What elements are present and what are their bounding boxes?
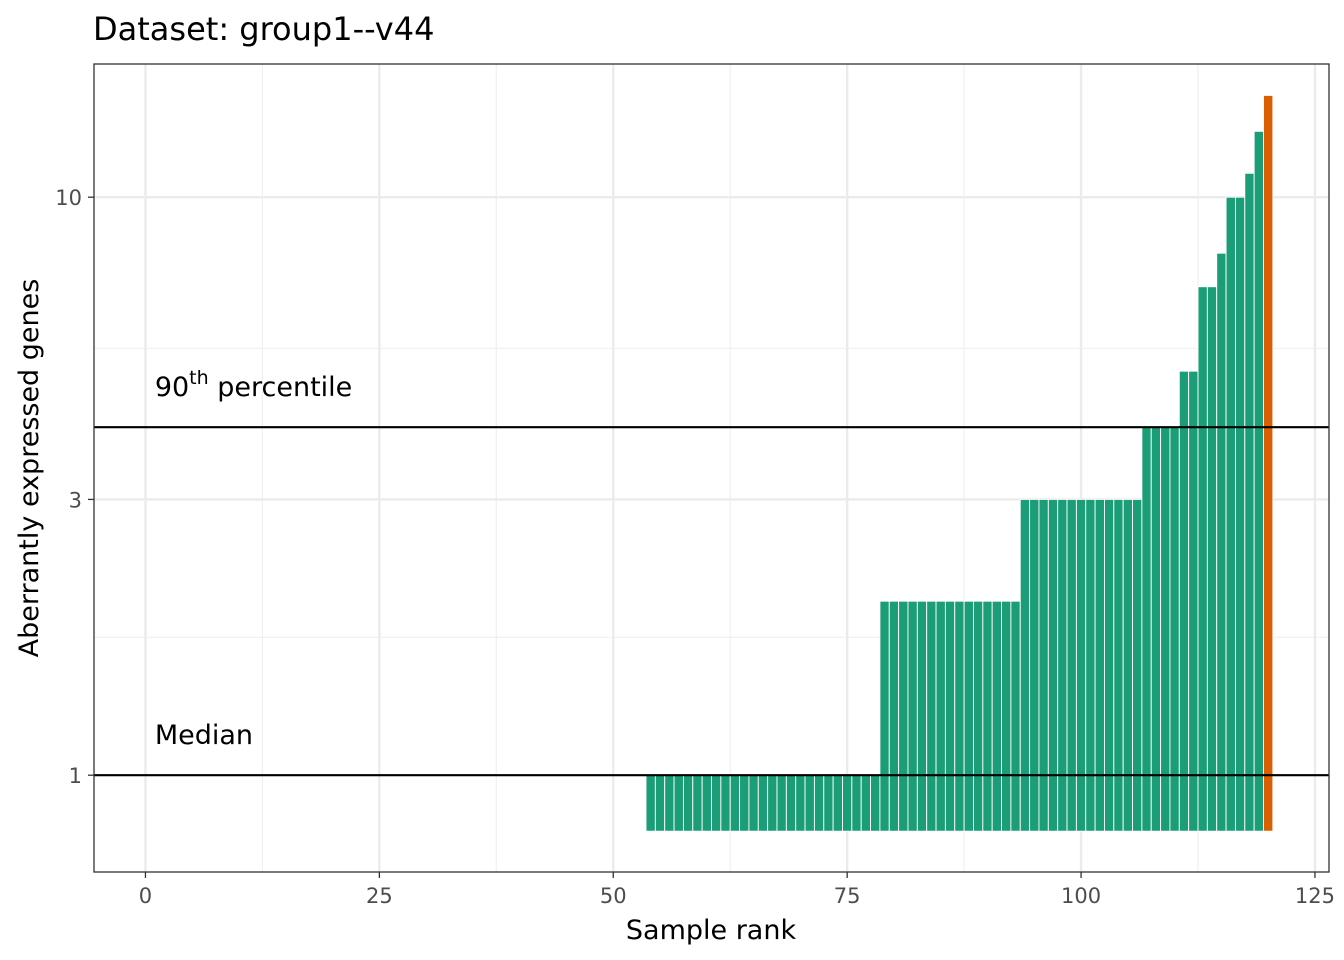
bar: [1234, 196, 1246, 832]
bar: [1066, 498, 1077, 832]
bar: [1263, 94, 1274, 832]
y-axis-title: Aberrantly expressed genes: [14, 279, 45, 658]
bar: [860, 774, 872, 832]
bar: [645, 774, 656, 832]
bar: [767, 774, 778, 832]
bar: [1197, 286, 1208, 832]
bar: [1104, 498, 1115, 832]
y-axis: 1 3 10: [55, 186, 94, 788]
bar: [907, 600, 918, 832]
bar: [1244, 172, 1255, 832]
reference-lines: Median 90th percentile: [94, 367, 1329, 777]
x-tick-label: 100: [1061, 884, 1101, 908]
bar: [682, 774, 694, 832]
bar: [813, 774, 825, 832]
bar: [1178, 370, 1190, 832]
bar: [1047, 498, 1059, 832]
bar: [701, 774, 712, 832]
bar: [1075, 498, 1087, 832]
bar: [739, 774, 750, 832]
bar: [916, 600, 928, 832]
chart-title: Dataset: group1--v44: [93, 10, 434, 48]
bar: [1150, 426, 1162, 832]
bar: [842, 774, 853, 832]
bar: [926, 600, 937, 832]
reference-line-label: Median: [155, 720, 253, 751]
bars: [645, 94, 1274, 832]
bar: [1038, 498, 1049, 832]
bar: [664, 774, 675, 832]
x-tick-label: 125: [1295, 884, 1335, 908]
bar: [823, 774, 834, 832]
x-tick-label: 50: [600, 884, 627, 908]
bar: [785, 774, 797, 832]
bar: [654, 774, 666, 832]
bar: [1253, 130, 1264, 832]
bar: [888, 600, 900, 832]
bar: [973, 600, 984, 832]
bar: [1094, 498, 1105, 832]
bar: [944, 600, 956, 832]
bar: [1113, 498, 1124, 832]
x-tick-label: 25: [366, 884, 393, 908]
bar: [711, 774, 722, 832]
bar: [1206, 286, 1218, 832]
bar: [1029, 498, 1040, 832]
x-axis: 0 25 50 75 100 125: [139, 872, 1335, 908]
plot-panel-border: [93, 63, 1330, 873]
bar: [776, 774, 787, 832]
bar: [1085, 498, 1096, 832]
bar: [1132, 498, 1143, 832]
reference-line-label-suffix: percentile: [209, 372, 353, 403]
bar: [898, 600, 909, 832]
x-tick-label: 0: [139, 884, 152, 908]
bar: [963, 600, 974, 832]
bar: [804, 774, 815, 832]
x-tick-label: 75: [834, 884, 861, 908]
bar: [757, 774, 769, 832]
bar: [795, 774, 806, 832]
reference-line-label: 90th percentile: [155, 367, 352, 403]
reference-line-label-superscript: th: [189, 367, 209, 389]
bar: [954, 600, 965, 832]
bar: [748, 774, 759, 832]
bar: [935, 600, 946, 832]
bar: [1057, 498, 1068, 832]
y-tick-label: 1: [69, 764, 82, 788]
bar: [1001, 600, 1012, 832]
x-axis-title: Sample rank: [626, 915, 797, 946]
bar: [982, 600, 993, 832]
bar: [1216, 252, 1227, 832]
y-tick-label: 3: [69, 488, 82, 512]
bar: [729, 774, 741, 832]
bar: [720, 774, 731, 832]
y-tick-label: 10: [55, 186, 82, 210]
bar: [851, 774, 862, 832]
bar: [870, 774, 881, 832]
bar: [692, 774, 703, 832]
bar: [991, 600, 1002, 832]
bar: [1010, 600, 1021, 832]
bar: [879, 600, 890, 832]
bar: [1160, 426, 1171, 832]
bar: [673, 774, 684, 832]
bar: [1122, 498, 1133, 832]
bar: [1169, 426, 1180, 832]
bar: [832, 774, 843, 832]
bar: [1188, 370, 1199, 832]
bar: [1225, 196, 1236, 832]
bar: [1019, 498, 1031, 832]
bar: [1141, 426, 1152, 832]
